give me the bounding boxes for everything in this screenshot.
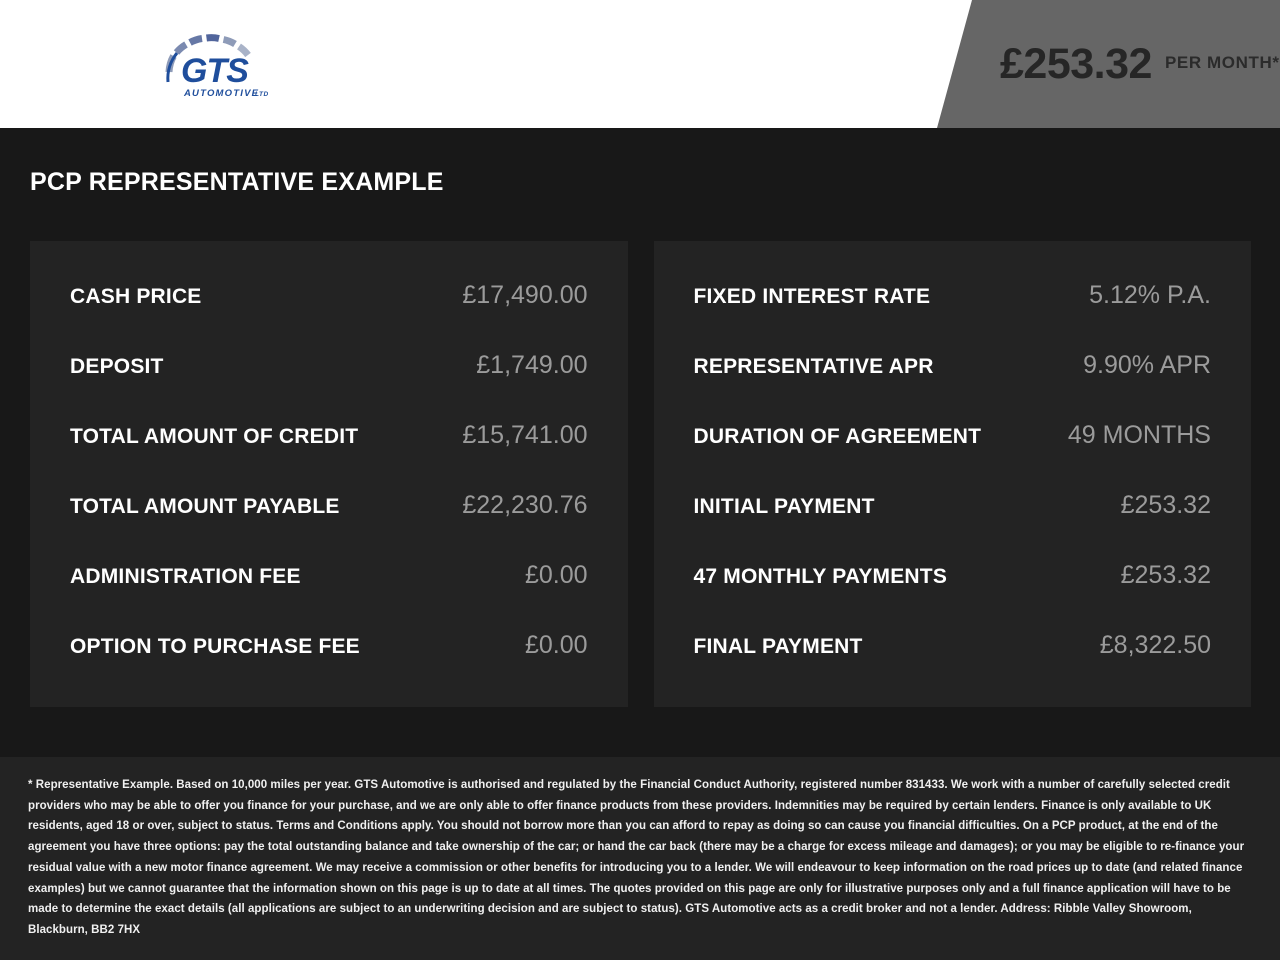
row-label: CASH PRICE: [70, 285, 202, 308]
row-value: £8,322.50: [1099, 631, 1211, 659]
row-label: FIXED INTEREST RATE: [693, 285, 931, 308]
row-label: TOTAL AMOUNT OF CREDIT: [70, 425, 359, 448]
table-row: DURATION OF AGREEMENT 49 MONTHS: [694, 421, 1212, 491]
finance-details: CASH PRICE £17,490.00 DEPOSIT £1,749.00 …: [30, 241, 1251, 707]
row-value: 5.12% P.A.: [1089, 281, 1211, 309]
row-value: £0.00: [524, 631, 588, 659]
table-row: FINAL PAYMENT £8,322.50: [694, 631, 1212, 701]
row-label: 47 MONTHLY PAYMENTS: [693, 565, 948, 588]
gts-speedometer-logo[interactable]: GTS AUTOMOTIVE LTD: [155, 26, 283, 106]
row-label: REPRESENTATIVE APR: [693, 355, 934, 378]
row-value: £0.00: [524, 561, 588, 589]
table-row: REPRESENTATIVE APR 9.90% APR: [694, 351, 1212, 421]
disclaimer-text: * Representative Example. Based on 10,00…: [28, 779, 1245, 936]
table-row: DEPOSIT £1,749.00: [70, 351, 588, 421]
row-label: FINAL PAYMENT: [693, 635, 863, 658]
table-row: ADMINISTRATION FEE £0.00: [70, 561, 588, 631]
page-title: PCP REPRESENTATIVE EXAMPLE: [30, 168, 444, 196]
monthly-price-amount: £253.32: [1000, 39, 1152, 88]
row-value: 49 MONTHS: [1067, 421, 1211, 449]
table-row: INITIAL PAYMENT £253.32: [694, 491, 1212, 561]
finance-panel-left: CASH PRICE £17,490.00 DEPOSIT £1,749.00 …: [30, 241, 628, 707]
row-label: DURATION OF AGREEMENT: [693, 425, 982, 448]
row-label: ADMINISTRATION FEE: [70, 565, 301, 588]
row-label: DEPOSIT: [70, 355, 164, 378]
table-row: 47 MONTHLY PAYMENTS £253.32: [694, 561, 1212, 631]
row-value: £1,749.00: [476, 351, 588, 379]
monthly-price-panel: £253.32 PER MONTH*: [937, 0, 1280, 128]
table-row: OPTION TO PURCHASE FEE £0.00: [70, 631, 588, 701]
table-row: TOTAL AMOUNT PAYABLE £22,230.76: [70, 491, 588, 561]
row-label: INITIAL PAYMENT: [693, 495, 875, 518]
row-value: £253.32: [1120, 561, 1211, 589]
table-row: CASH PRICE £17,490.00: [70, 281, 588, 351]
row-label: OPTION TO PURCHASE FEE: [70, 635, 360, 658]
footer-disclaimer-band: * Representative Example. Based on 10,00…: [0, 757, 1280, 960]
row-value: 9.90% APR: [1083, 351, 1211, 379]
finance-panel-right: FIXED INTEREST RATE 5.12% P.A. REPRESENT…: [653, 241, 1251, 707]
row-value: £15,741.00: [462, 421, 588, 449]
monthly-price-period: PER MONTH*: [1164, 52, 1280, 72]
row-value: £22,230.76: [462, 491, 588, 519]
svg-text:GTS: GTS: [181, 52, 249, 90]
row-value: £17,490.00: [462, 281, 588, 309]
svg-text:LTD: LTD: [255, 91, 269, 98]
svg-text:AUTOMOTIVE: AUTOMOTIVE: [183, 88, 259, 99]
row-label: TOTAL AMOUNT PAYABLE: [70, 495, 340, 518]
page-header: GTS AUTOMOTIVE LTD £253.32 PER MONTH*: [0, 0, 1280, 128]
table-row: FIXED INTEREST RATE 5.12% P.A.: [694, 281, 1212, 351]
table-row: TOTAL AMOUNT OF CREDIT £15,741.00: [70, 421, 588, 491]
row-value: £253.32: [1120, 491, 1211, 519]
